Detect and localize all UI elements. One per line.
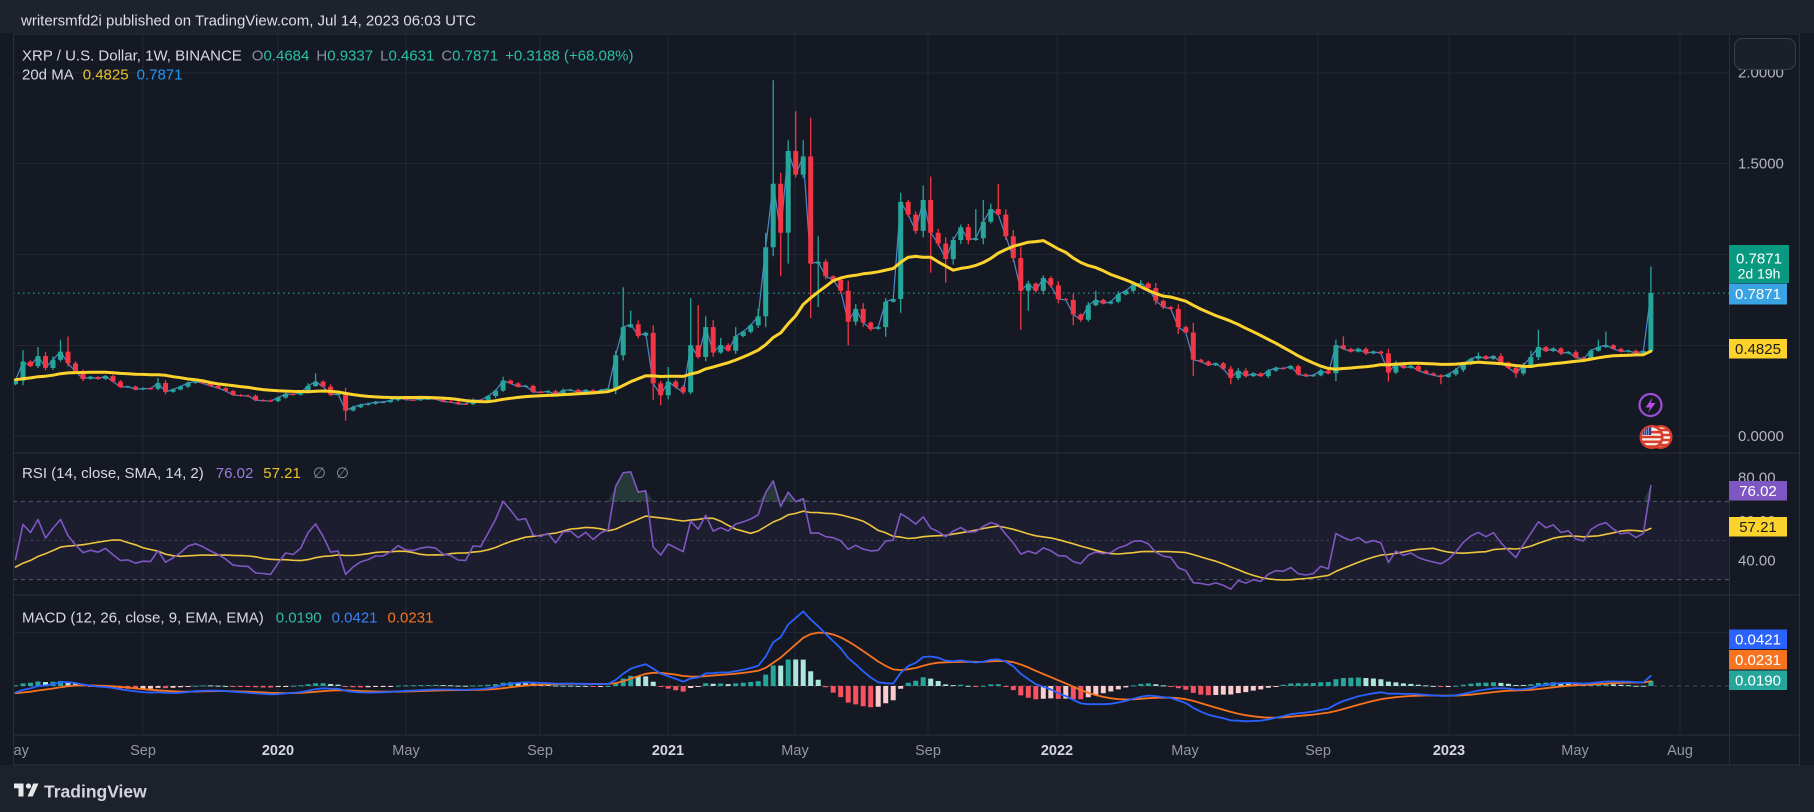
svg-text:May: May <box>781 743 809 759</box>
svg-text:TradingView: TradingView <box>44 782 147 802</box>
svg-text:2022: 2022 <box>1041 743 1073 759</box>
svg-text:2d 19h: 2d 19h <box>1738 266 1781 282</box>
svg-text:2021: 2021 <box>652 743 684 759</box>
svg-text:0.0421: 0.0421 <box>1735 632 1781 649</box>
svg-text:Sep: Sep <box>1305 743 1331 759</box>
svg-text:XRP / U.S. Dollar, 1W, BINANCE: XRP / U.S. Dollar, 1W, BINANCE O0.4684 H0.… <box>22 48 634 65</box>
svg-text:0.0190: 0.0190 <box>1735 673 1781 690</box>
svg-text:May: May <box>1561 743 1589 759</box>
svg-text:May: May <box>1171 743 1199 759</box>
svg-text:RSI (14, close, SMA, 14, 2)76.: RSI (14, close, SMA, 14, 2) 76.02 57.21 ∅ ∅ <box>22 465 349 482</box>
svg-text:Aug: Aug <box>1667 743 1693 759</box>
svg-text:Sep: Sep <box>527 743 553 759</box>
svg-text:0.4825: 0.4825 <box>1735 341 1781 358</box>
svg-text:Sep: Sep <box>130 743 156 759</box>
svg-text:1.5000: 1.5000 <box>1738 156 1784 173</box>
svg-text:0.7871: 0.7871 <box>1736 251 1782 268</box>
svg-text:40.00: 40.00 <box>1738 553 1776 570</box>
svg-text:2023: 2023 <box>1433 743 1465 759</box>
svg-text:0.7871: 0.7871 <box>1735 286 1781 303</box>
svg-text:2020: 2020 <box>262 743 294 759</box>
svg-text:May: May <box>392 743 420 759</box>
svg-text:57.21: 57.21 <box>1739 519 1777 536</box>
svg-text:MACD (12, 26, close, 9, EMA, E: MACD (12, 26, close, 9, EMA, EMA) 0.0190 0… <box>22 610 433 627</box>
svg-text:76.02: 76.02 <box>1739 483 1777 500</box>
svg-text:ay: ay <box>14 743 30 759</box>
svg-text:writersmfd2i published on Trad: writersmfd2i published on TradingView.co… <box>20 13 476 30</box>
svg-text:Sep: Sep <box>915 743 941 759</box>
svg-text:0.0231: 0.0231 <box>1735 652 1781 669</box>
svg-text:0.0000: 0.0000 <box>1738 428 1784 445</box>
